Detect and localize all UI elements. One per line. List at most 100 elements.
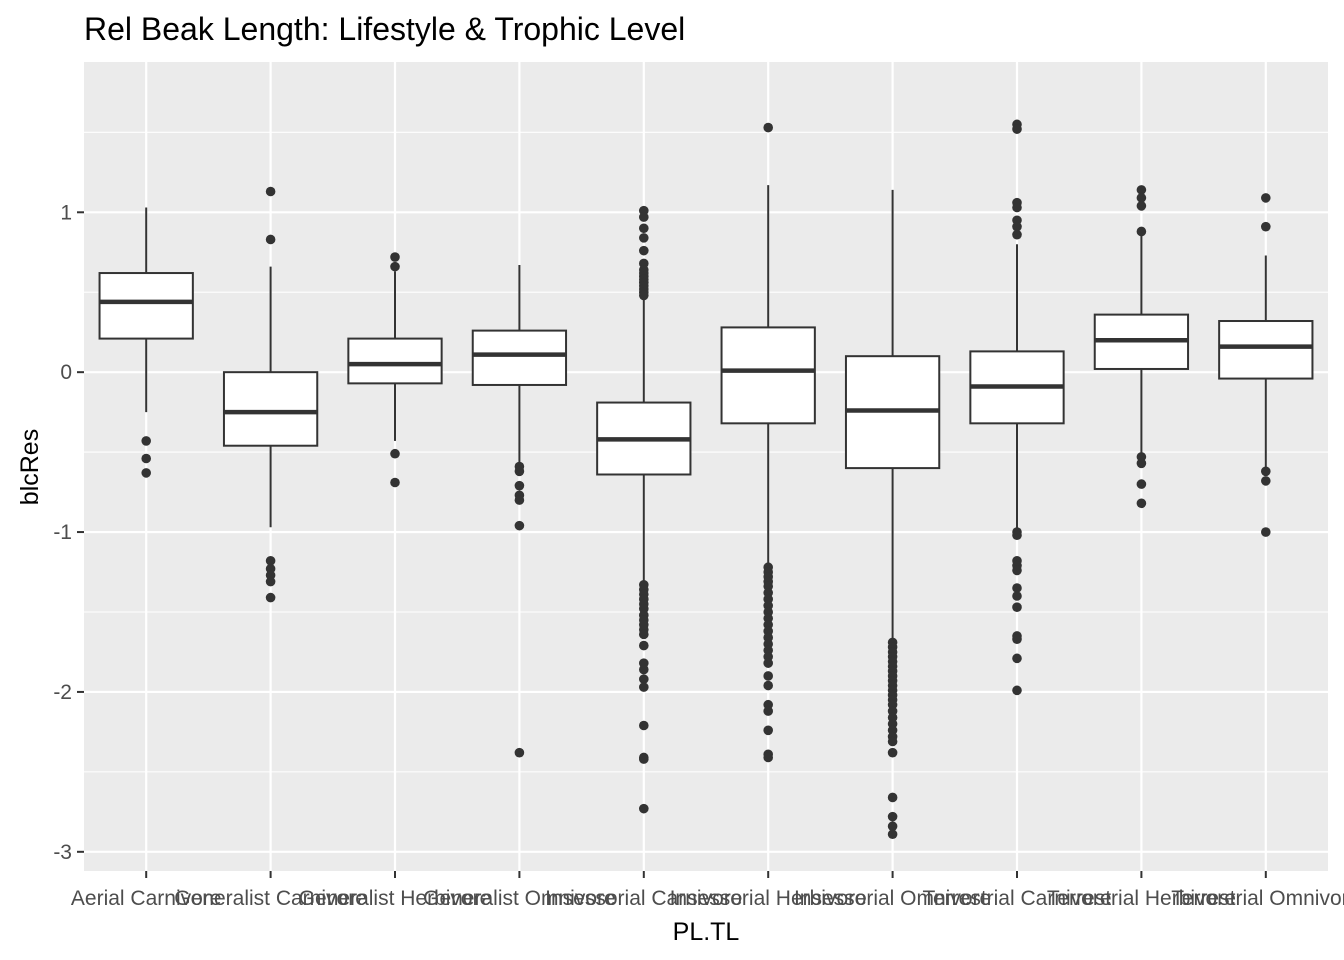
box-group xyxy=(222,186,319,603)
outlier-point xyxy=(763,680,773,691)
outlier-point xyxy=(763,671,773,681)
x-tick-label: Insessorial Omnivore xyxy=(794,887,991,910)
outlier-point xyxy=(887,829,898,840)
x-tick-label: Insessorial Herbivore xyxy=(670,887,867,910)
outlier-point xyxy=(265,234,276,245)
outlier-point xyxy=(514,747,525,758)
box-iqr xyxy=(98,272,194,340)
outlier-point xyxy=(763,706,773,716)
outlier-point xyxy=(265,186,276,197)
box-group xyxy=(347,252,443,488)
grid-minor xyxy=(84,131,1328,773)
x-tick-label: Terrestrial Omnivore xyxy=(1171,887,1344,910)
outlier-point xyxy=(265,592,276,603)
box-group xyxy=(720,122,816,763)
outlier-point xyxy=(1012,124,1022,134)
outlier-point xyxy=(763,658,773,668)
outlier-point xyxy=(514,495,525,505)
outlier-point xyxy=(141,468,151,478)
box-iqr xyxy=(222,371,319,447)
outlier-point xyxy=(1012,202,1022,213)
outlier-point xyxy=(265,556,276,566)
outlier-point xyxy=(1012,221,1022,232)
outlier-point xyxy=(1012,685,1022,696)
outlier-point xyxy=(639,223,649,234)
y-axis-title: blcRes xyxy=(16,429,44,505)
box-group xyxy=(969,119,1065,696)
outlier-point xyxy=(1261,527,1271,537)
outlier-point xyxy=(1012,653,1022,664)
outlier-point xyxy=(887,811,898,822)
x-tick-label: Generalist Omnivore xyxy=(423,887,616,910)
outlier-point xyxy=(514,520,525,531)
boxes xyxy=(98,119,1314,840)
outlier-point xyxy=(763,725,773,736)
outlier-point xyxy=(514,480,525,491)
outlier-point xyxy=(639,245,649,256)
outlier-point xyxy=(1012,565,1022,576)
outlier-point xyxy=(639,674,649,684)
y-tick-label: 0 xyxy=(60,361,72,384)
box-iqr xyxy=(1218,320,1314,380)
outlier-point xyxy=(1012,530,1022,541)
box-iqr xyxy=(347,337,443,385)
box-group xyxy=(596,205,692,814)
outlier-point xyxy=(639,212,649,222)
x-tick-label: Generalist Carnivore xyxy=(174,887,367,910)
box-group xyxy=(844,189,941,840)
box-iqr xyxy=(720,326,816,425)
outlier-point xyxy=(639,629,649,640)
y-tick-label: 1 xyxy=(60,201,72,224)
outlier-point xyxy=(1136,498,1147,509)
outlier-point xyxy=(887,792,898,803)
outlier-point xyxy=(639,290,649,301)
x-axis-title: PL.TL xyxy=(673,918,740,946)
outlier-point xyxy=(1261,221,1271,232)
outlier-point xyxy=(763,122,773,133)
outlier-point xyxy=(1136,193,1147,203)
box-group xyxy=(1218,193,1314,537)
outlier-point xyxy=(390,448,400,459)
outlier-point xyxy=(1136,479,1147,489)
box-group xyxy=(98,207,194,478)
outlier-point xyxy=(1261,193,1271,203)
outlier-point xyxy=(390,261,400,272)
outlier-point xyxy=(639,640,649,651)
outlier-point xyxy=(639,682,649,692)
outlier-point xyxy=(639,664,649,675)
outlier-point xyxy=(639,754,649,764)
outlier-point xyxy=(887,747,898,758)
x-tick-label: Aerial Carnivore xyxy=(71,887,222,910)
outlier-point xyxy=(265,576,276,587)
chart-title: Rel Beak Length: Lifestyle & Trophic Lev… xyxy=(84,11,685,47)
outlier-point xyxy=(1136,458,1147,469)
outlier-point xyxy=(1136,201,1147,211)
y-axis-ticks: 1 0 -1 -2 -3 xyxy=(53,201,84,864)
outlier-point xyxy=(1136,185,1147,195)
box-iqr xyxy=(471,329,568,386)
x-tick-label: Terrestrial Herbivore xyxy=(1047,887,1236,910)
outlier-point xyxy=(1012,583,1022,593)
outlier-point xyxy=(1261,476,1271,486)
outlier-point xyxy=(639,720,649,731)
outlier-point xyxy=(887,736,898,747)
outlier-point xyxy=(1012,602,1022,612)
outlier-point xyxy=(141,453,151,464)
outlier-point xyxy=(141,436,151,446)
outlier-point xyxy=(1136,226,1147,237)
x-tick-label: Generalist Herbivore xyxy=(299,887,492,910)
outlier-point xyxy=(390,477,400,488)
y-tick-label: -1 xyxy=(53,521,72,544)
x-tick-label: Terrestrial Carnivore xyxy=(922,887,1111,910)
x-tick-label: Insessorial Carnivore xyxy=(545,887,742,910)
plot-panel xyxy=(84,62,1328,871)
outlier-point xyxy=(1012,591,1022,601)
box-group xyxy=(1093,185,1190,509)
outlier-point xyxy=(1012,229,1022,240)
outlier-point xyxy=(390,252,400,262)
outlier-point xyxy=(763,752,773,763)
outlier-point xyxy=(639,233,649,243)
